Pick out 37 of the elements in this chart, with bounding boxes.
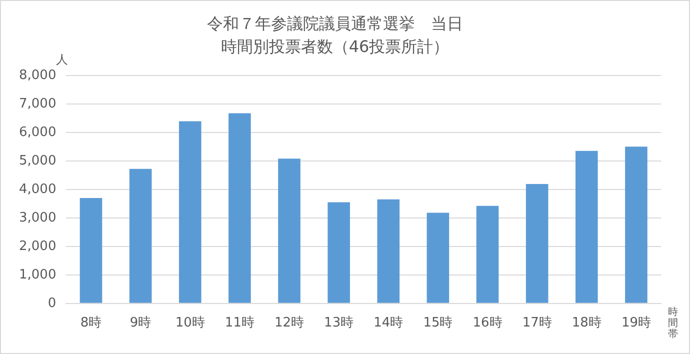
bar	[377, 199, 400, 303]
x-tick-label: 17時	[522, 316, 552, 331]
x-axis-title: 時間帯	[668, 306, 678, 340]
x-tick-label: 9時	[130, 316, 152, 331]
x-tick-label: 18時	[572, 316, 602, 331]
x-tick-label: 16時	[472, 316, 502, 331]
x-tick-label: 15時	[423, 316, 453, 331]
bar	[278, 158, 300, 303]
y-tick-label: 1,000	[19, 267, 56, 282]
y-tick-label: 7,000	[19, 96, 56, 112]
bar	[129, 168, 152, 303]
x-tick-label: 13時	[324, 316, 354, 331]
bar	[178, 121, 202, 303]
x-tick-label: 19時	[621, 316, 651, 331]
bar	[80, 198, 102, 303]
chart-title: 令和７年参議院議員通常選挙 当日	[207, 14, 463, 33]
y-tick-label: 5,000	[19, 153, 56, 168]
y-tick-label: 2,000	[19, 238, 56, 254]
x-tick-label: 8時	[80, 316, 102, 331]
bar	[476, 206, 499, 303]
bar	[228, 113, 251, 303]
x-tick-label: 12時	[274, 316, 304, 331]
bar	[526, 184, 548, 303]
bar	[576, 150, 598, 303]
y-tick-label: 6,000	[19, 124, 56, 140]
y-tick-label: 8,000	[19, 68, 56, 83]
y-tick-label: 4,000	[19, 182, 56, 197]
chart-subtitle: 時間別投票者数（46投票所計）	[220, 36, 450, 56]
y-axis-title: 人	[56, 52, 68, 67]
y-tick-label: 0	[48, 296, 56, 311]
x-tick-label: 14時	[374, 316, 404, 331]
y-tick-label: 3,000	[19, 210, 56, 226]
x-tick-label: 11時	[224, 316, 254, 331]
bar	[328, 202, 350, 303]
bar	[625, 146, 648, 303]
bar	[426, 212, 450, 303]
x-tick-label: 10時	[175, 316, 205, 331]
